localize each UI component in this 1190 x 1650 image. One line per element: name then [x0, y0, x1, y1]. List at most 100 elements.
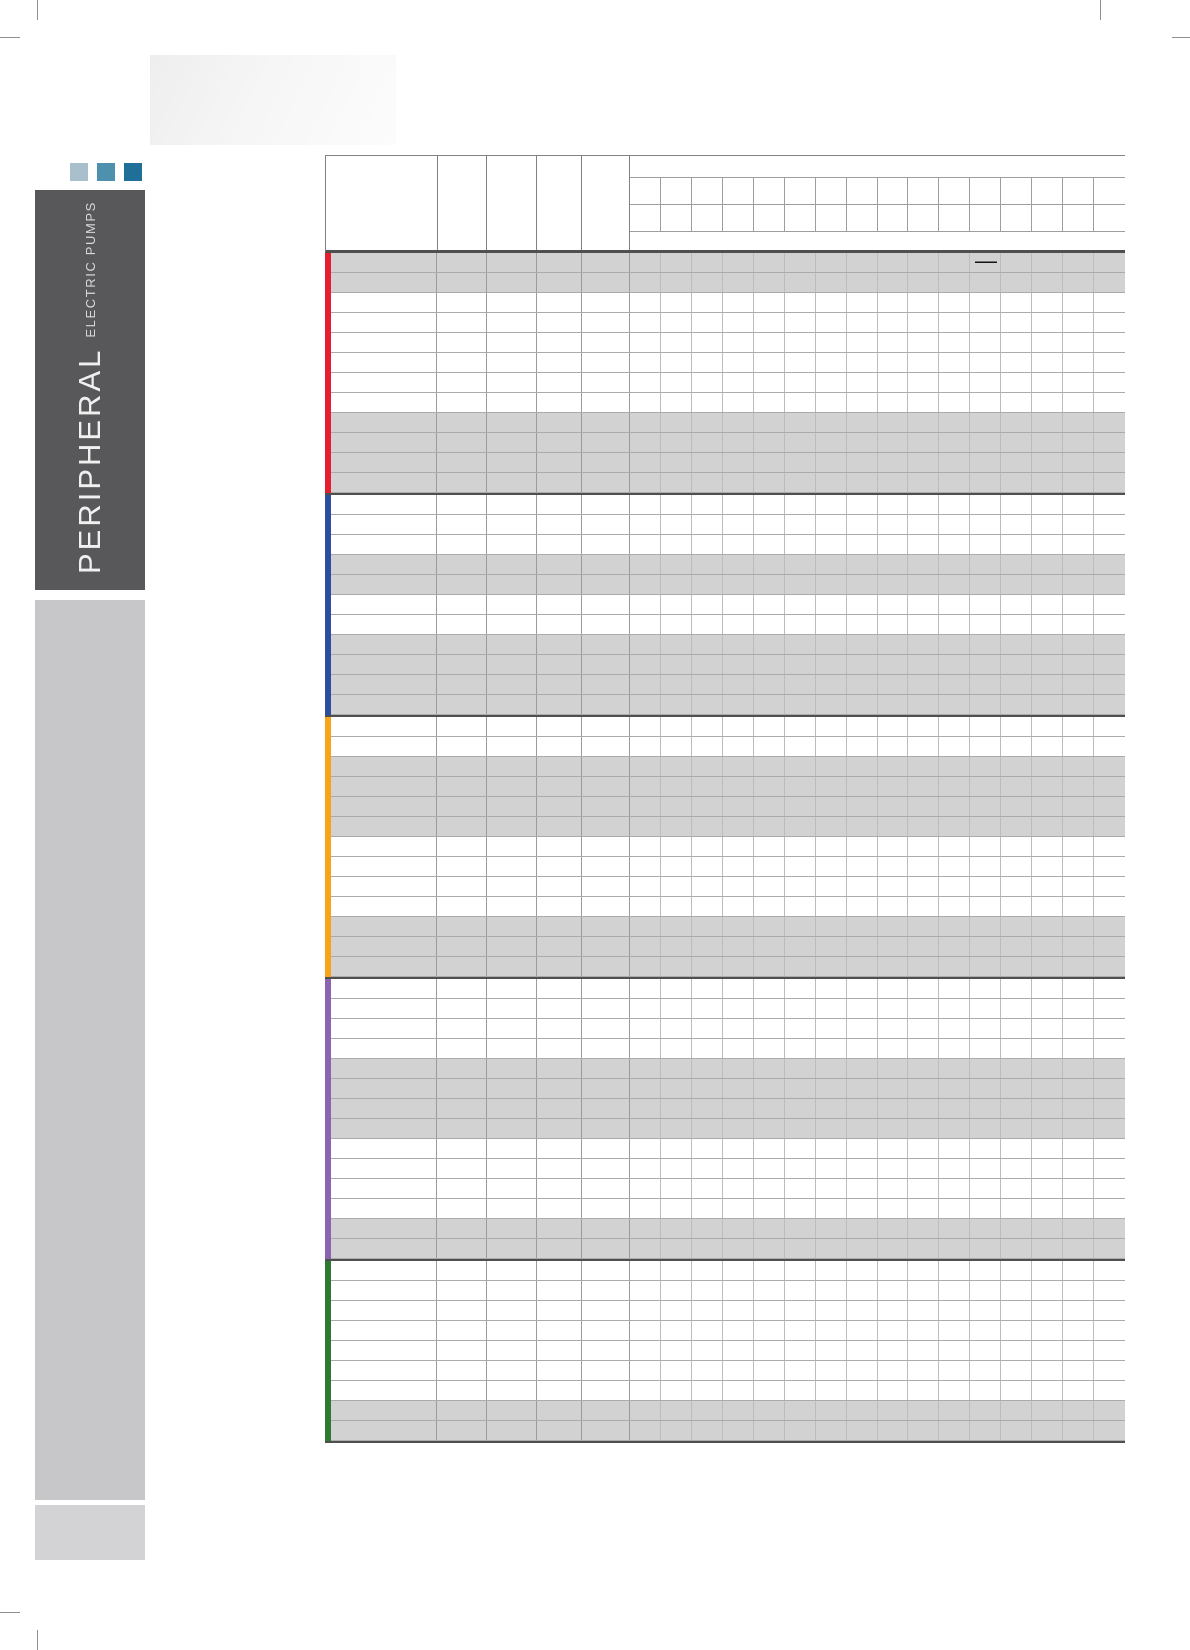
table-cell [847, 1019, 878, 1038]
table-cell [630, 1139, 661, 1158]
table-cell [537, 1179, 582, 1198]
table-cell [1094, 1039, 1125, 1058]
table-cell [970, 595, 1002, 614]
table-row [325, 373, 1125, 393]
table-cell [537, 999, 582, 1018]
table-cell [582, 1019, 630, 1038]
table-cell [723, 575, 754, 594]
table-cell [1001, 1039, 1033, 1058]
table-cell [878, 817, 909, 836]
table-cell [1001, 293, 1033, 312]
table-cell [723, 595, 754, 614]
table-cell [908, 979, 940, 998]
table-cell [1063, 695, 1095, 714]
table-cell [816, 1159, 847, 1178]
section-title: PERIPHERAL [72, 347, 107, 574]
header-subcell [785, 178, 816, 205]
table-cell [785, 1199, 816, 1218]
table-cell [878, 1159, 909, 1178]
table-cell [1094, 1261, 1125, 1280]
table-cell [939, 979, 971, 998]
table-cell [847, 957, 878, 976]
table-cell [1001, 535, 1033, 554]
table-cell [630, 293, 661, 312]
table-cell [847, 535, 878, 554]
table-cell [537, 293, 582, 312]
table-cell [754, 717, 785, 736]
table-cell [1063, 615, 1095, 634]
table-cell [816, 495, 847, 514]
table-cell [816, 453, 847, 472]
table-cell [878, 1219, 909, 1238]
table-cell [847, 453, 878, 472]
table-cell [1094, 473, 1125, 492]
table-cell [754, 1421, 785, 1440]
table-cell [1032, 877, 1064, 896]
table-cell [754, 979, 785, 998]
table-cell [582, 1301, 630, 1320]
table-cell [970, 473, 1002, 492]
table-cell [878, 917, 909, 936]
table-cell [1094, 595, 1125, 614]
table-cell [1032, 737, 1064, 756]
table-cell [939, 675, 971, 694]
table-cell [816, 877, 847, 896]
table-cell [661, 655, 692, 674]
header-subcell [1094, 178, 1125, 204]
table-cell [1001, 1321, 1033, 1340]
table-row [325, 615, 1125, 635]
table-cell [847, 695, 878, 714]
header-col-4 [537, 156, 583, 250]
table-cell [692, 1179, 723, 1198]
table-cell [1032, 1381, 1064, 1400]
table-cell [723, 515, 754, 534]
header-subcell [939, 178, 971, 205]
table-cell [878, 797, 909, 816]
table-row [325, 957, 1125, 977]
table-cell [908, 837, 940, 856]
table-cell [908, 1421, 940, 1440]
table-cell [582, 777, 630, 796]
table-cell [1094, 1321, 1125, 1340]
table-cell [1001, 1159, 1033, 1178]
table-cell [723, 1099, 754, 1118]
table-cell [1032, 1321, 1064, 1340]
table-cell [537, 253, 582, 272]
table-cell [1032, 353, 1064, 372]
table-cell [1001, 453, 1033, 472]
table-cell [692, 897, 723, 916]
table-cell [939, 575, 971, 594]
table-cell [437, 857, 487, 876]
table-cell [582, 917, 630, 936]
table-cell [939, 473, 971, 492]
table-cell [939, 957, 971, 976]
table-cell [939, 1079, 971, 1098]
table-row [325, 1421, 1125, 1441]
table-cell [908, 1199, 940, 1218]
table-cell [1094, 1239, 1125, 1258]
table-cell [692, 979, 723, 998]
table-row [325, 917, 1125, 937]
table-cell [692, 737, 723, 756]
table-cell [437, 1099, 487, 1118]
table-cell [816, 313, 847, 332]
table-cell [630, 717, 661, 736]
table-cell [582, 273, 630, 292]
table-cell [487, 717, 537, 736]
table-cell [630, 1119, 661, 1138]
table-cell [1032, 615, 1064, 634]
table-cell [325, 1421, 437, 1440]
table-cell [723, 1361, 754, 1380]
table-cell [437, 979, 487, 998]
table-cell [537, 615, 582, 634]
table-cell [537, 333, 582, 352]
table-cell [1094, 1219, 1125, 1238]
table-cell [785, 957, 816, 976]
table-cell [437, 1239, 487, 1258]
table-cell [1094, 555, 1125, 574]
header-col-3 [487, 156, 538, 250]
table-cell [1094, 353, 1125, 372]
header-subcell [1063, 205, 1095, 232]
table-cell [661, 333, 692, 352]
table-cell [487, 1059, 537, 1078]
